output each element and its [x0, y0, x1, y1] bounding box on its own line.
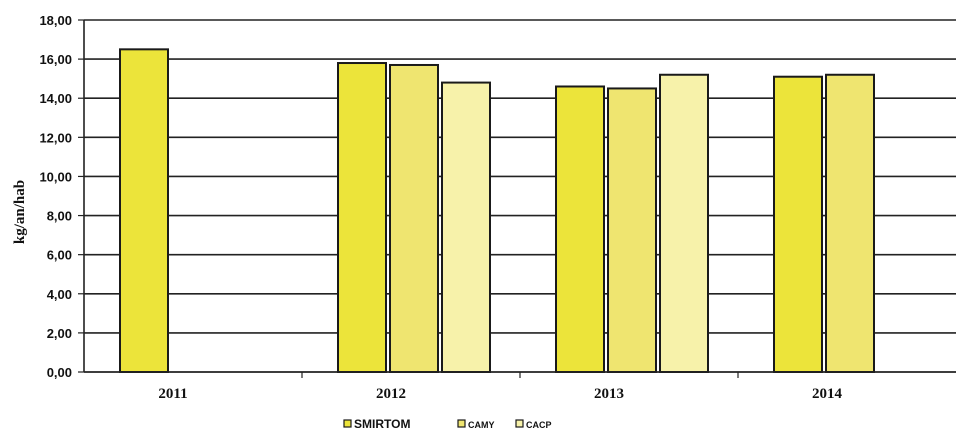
x-tick-label: 2011	[158, 386, 187, 402]
legend-swatch-cacp	[515, 419, 524, 428]
y-tick-label: 12,00	[39, 130, 72, 145]
bar-smirtom-2014	[773, 75, 823, 373]
gridlines	[84, 19, 956, 334]
y-tick-label: 2,00	[47, 326, 72, 341]
bar-cacp-2012	[441, 81, 491, 373]
y-tick-label: 4,00	[47, 287, 72, 302]
legend: SMIRTOM CAMY CACP	[343, 417, 552, 431]
legend-swatch-camy	[457, 419, 466, 428]
bars	[119, 48, 875, 374]
y-tick-label: 14,00	[39, 91, 72, 106]
legend-label-cacp: CACP	[526, 420, 552, 430]
y-tick-label: 16,00	[39, 52, 72, 67]
x-tick-label: 2014	[812, 386, 843, 402]
y-tick-labels: 0,00 2,00 4,00 6,00 8,00 10,00 12,00 14,00 16,00…	[39, 13, 72, 380]
y-tick-label: 18,00	[39, 13, 72, 28]
bar-smirtom-2013	[555, 85, 605, 373]
y-tick-label: 10,00	[39, 169, 72, 184]
x-tick-label: 2013	[594, 386, 624, 402]
y-tick-label: 8,00	[47, 209, 72, 224]
bar-smirtom-2011	[119, 48, 169, 373]
bar-cacp-2013	[659, 73, 709, 373]
axes	[78, 19, 956, 378]
bar-camy-2014	[825, 73, 875, 373]
x-tick-labels: 2011 2012 2013 2014	[158, 386, 842, 402]
bar-camy-2012	[389, 63, 439, 373]
y-axis-label: kg/an/hab	[12, 180, 28, 244]
y-tick-label: 6,00	[47, 248, 72, 263]
bar-camy-2013	[607, 87, 657, 373]
x-tick-label: 2012	[376, 386, 406, 402]
legend-label-camy: CAMY	[468, 420, 495, 430]
legend-label-smirtom: SMIRTOM	[354, 417, 410, 431]
bar-smirtom-2012	[337, 62, 387, 374]
legend-swatch-smirtom	[343, 419, 352, 428]
y-tick-label: 0,00	[47, 365, 72, 380]
